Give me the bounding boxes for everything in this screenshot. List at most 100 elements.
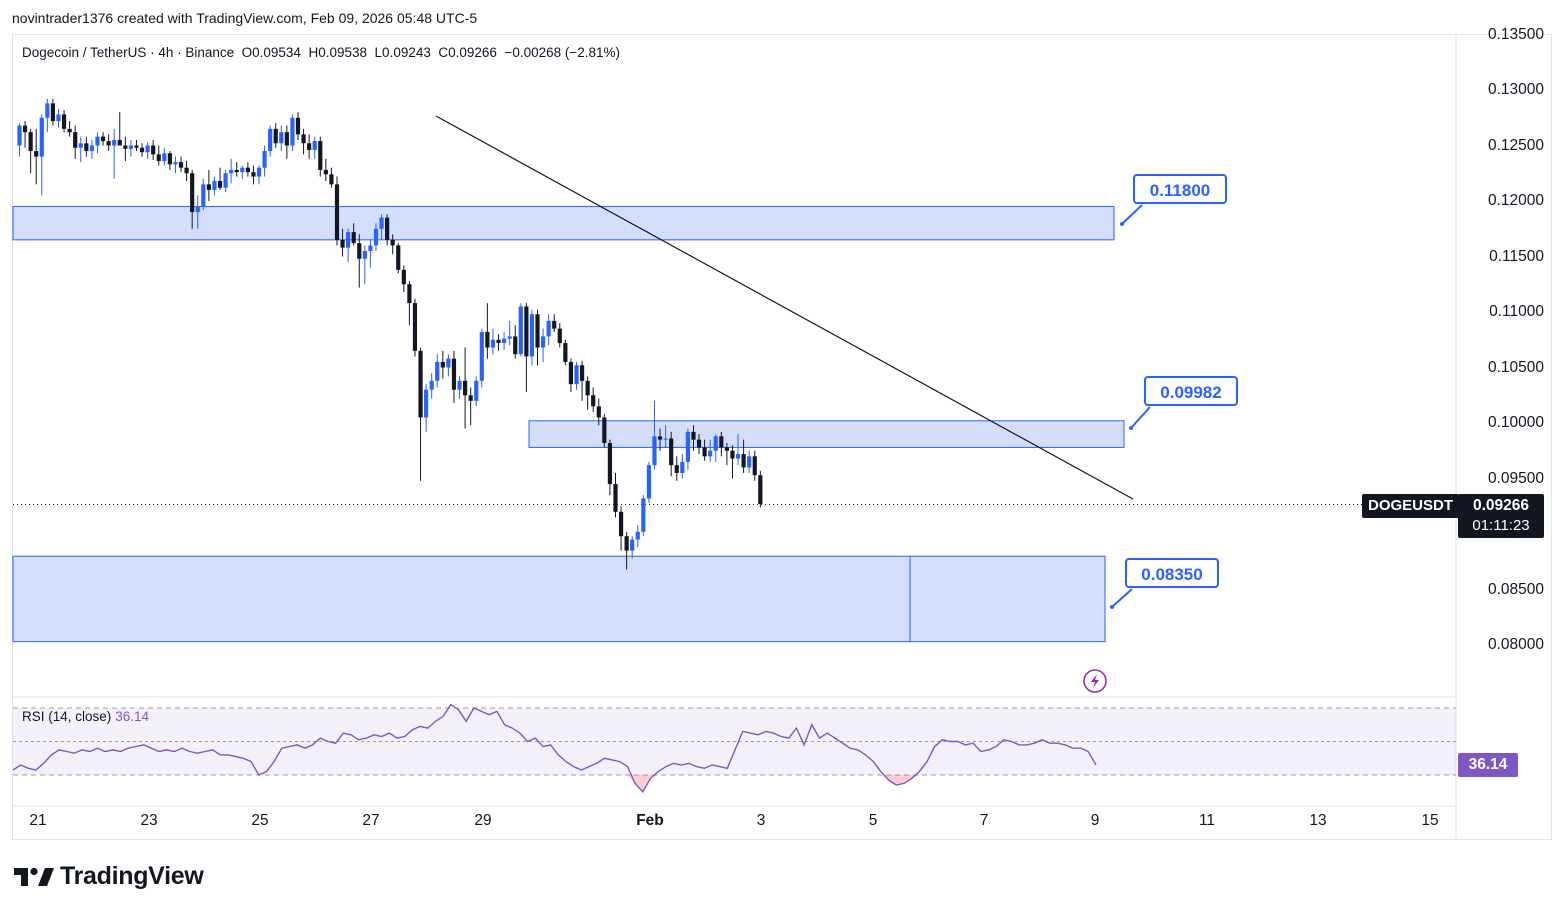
date-tick-label: Feb <box>636 812 664 829</box>
candle-body-45 <box>268 128 273 152</box>
candle-body-122 <box>696 439 702 448</box>
zone-1 <box>528 420 1125 448</box>
candle-body-27 <box>167 153 172 165</box>
candle-body-132 <box>752 456 757 476</box>
date-tick-label: 15 <box>1421 812 1439 829</box>
candle-body-110 <box>630 539 635 551</box>
callout-pointer-2 <box>1111 588 1133 608</box>
candle-body-38 <box>229 169 234 174</box>
candle-body-123 <box>702 447 707 457</box>
candle-body-2 <box>28 132 33 152</box>
candle-body-79 <box>457 380 462 390</box>
last-price: 0.09266 <box>1472 497 1530 514</box>
date-tick-label: 29 <box>474 812 492 829</box>
candle-body-44 <box>262 151 267 168</box>
candle-body-7 <box>56 114 61 122</box>
candle-body-94 <box>540 336 546 348</box>
downtrend-line <box>435 115 1134 500</box>
candle-body-83 <box>479 331 484 381</box>
candle-body-133 <box>758 475 763 505</box>
candle-body-81 <box>468 395 473 401</box>
candle-body-66 <box>385 217 390 240</box>
candle-body-72 <box>418 350 423 418</box>
candle-body-22 <box>139 147 145 153</box>
callout-pointer-1 <box>1130 406 1151 429</box>
date-tick-label: 11 <box>1198 812 1216 829</box>
price-tick-label: 0.11500 <box>1489 248 1544 265</box>
candle-body-115 <box>657 436 663 440</box>
candle-body-91 <box>524 306 529 357</box>
candle-body-34 <box>206 184 211 190</box>
zone-2 <box>12 555 1106 643</box>
candle-body-15 <box>100 136 106 142</box>
candle-body-102 <box>585 380 590 396</box>
candle-body-56 <box>329 174 334 185</box>
candle-body-61 <box>357 243 362 259</box>
rsi-value-tag: 36.14 <box>1458 753 1518 777</box>
callout-resistance-mid[interactable]: 0.09982 <box>1144 376 1238 406</box>
candle-body-21 <box>134 145 139 148</box>
candle-body-109 <box>624 536 629 551</box>
candle-body-76 <box>440 361 445 368</box>
symbol-tag: DOGEUSDT <box>1362 494 1460 518</box>
price-tick-label: 0.09500 <box>1487 470 1544 487</box>
candle-body-100 <box>574 365 579 385</box>
candle-body-5 <box>45 103 50 118</box>
rsi-oversold-fill-1 <box>880 775 920 786</box>
date-tick-label: 13 <box>1309 812 1327 829</box>
candle-body-60 <box>351 232 356 244</box>
candle-body-87 <box>501 338 507 344</box>
candle-body-50 <box>295 117 301 135</box>
price-tick-label: 0.11000 <box>1489 303 1544 320</box>
candle-body-95 <box>546 320 551 337</box>
candle-body-42 <box>251 172 256 177</box>
date-tick-label: 7 <box>979 812 989 829</box>
candle-body-26 <box>162 153 167 162</box>
tradingview-logo-icon <box>14 867 54 886</box>
price-tick-label: 0.13500 <box>1487 26 1544 43</box>
legend-close: C0.09266 <box>438 45 497 60</box>
candle-body-112 <box>641 498 646 532</box>
callout-resistance-high[interactable]: 0.11800 <box>1133 174 1227 204</box>
candle-body-93 <box>535 314 540 348</box>
bar-countdown: 01:11:23 <box>1472 517 1530 534</box>
candle-body-104 <box>596 406 601 418</box>
candle-body-89 <box>513 336 518 355</box>
price-tick-label: 0.08500 <box>1487 581 1544 598</box>
candle-body-120 <box>685 431 690 462</box>
candle-body-6 <box>50 103 56 122</box>
date-tick-label: 5 <box>868 812 878 829</box>
alert-bolt-icon <box>1091 674 1099 688</box>
candle-body-84 <box>485 331 490 348</box>
last-price-tag: 0.09266 01:11:23 <box>1458 494 1544 538</box>
legend-change: −0.00268 (−2.81%) <box>504 45 621 60</box>
candle-body-65 <box>379 217 384 229</box>
candle-body-80 <box>463 380 468 396</box>
candle-body-53 <box>312 141 317 150</box>
candle-body-0 <box>17 125 22 146</box>
candle-body-82 <box>474 380 479 401</box>
candle-body-127 <box>724 447 729 451</box>
candle-body-73 <box>424 389 429 418</box>
candle-body-107 <box>613 484 618 512</box>
tradingview-logo-text: TradingView <box>60 862 204 890</box>
price-tick-label: 0.12000 <box>1487 192 1544 209</box>
candle-body-25 <box>156 154 161 162</box>
candle-body-131 <box>747 456 752 468</box>
date-tick-label: 9 <box>1090 812 1100 829</box>
candle-body-101 <box>579 365 585 381</box>
candle-body-124 <box>708 450 713 457</box>
callout-support[interactable]: 0.08350 <box>1125 558 1219 588</box>
legend-symbol: Dogecoin / TetherUS · 4h · Binance <box>22 45 235 60</box>
candle-body-108 <box>618 511 624 537</box>
candle-body-51 <box>301 134 306 144</box>
candle-body-97 <box>557 328 562 344</box>
candle-body-121 <box>691 431 696 440</box>
candle-body-49 <box>290 117 295 146</box>
candle-body-55 <box>323 169 328 175</box>
tradingview-logo[interactable]: TradingView <box>14 862 204 891</box>
callout-anchor-2 <box>1110 605 1114 609</box>
candle-body-111 <box>635 531 640 540</box>
candle-body-88 <box>507 336 512 339</box>
